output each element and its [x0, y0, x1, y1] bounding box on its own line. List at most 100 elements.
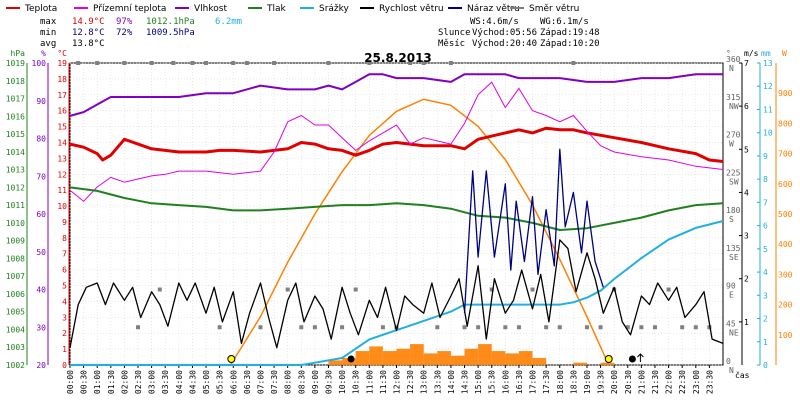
x-tick-label: 23:30 — [705, 370, 714, 394]
wind-direction-point — [571, 61, 576, 65]
x-tick-label: 14:30 — [461, 370, 470, 394]
wind-direction-point — [408, 61, 413, 65]
x-tick-label: 09:00 — [311, 370, 320, 394]
axis-hpa-tick: 1016 — [6, 112, 25, 121]
axis-c-tick: 14 — [57, 138, 67, 147]
axis-mm-tick: 5 — [763, 245, 768, 254]
wind-direction-point — [157, 287, 162, 292]
wind-direction-point — [557, 325, 562, 330]
axis-pct-tick: 30 — [36, 323, 46, 332]
x-tick-label: 14:00 — [447, 370, 456, 394]
series-line-naraz-vetru — [463, 148, 604, 314]
x-tick-label: 03:30 — [161, 370, 170, 394]
x-tick-label: 19:30 — [597, 370, 606, 394]
stats-rain-total: 6.2mm — [215, 17, 242, 27]
wind-direction-point — [340, 325, 345, 330]
legend-label: Náraz větru — [467, 4, 520, 14]
axis-hpa-tick: 1010 — [6, 219, 25, 228]
x-tick-label: 01:00 — [93, 370, 102, 394]
series-line-teplota — [69, 126, 724, 163]
wind-direction-point — [530, 287, 535, 292]
stats-max-humidity: 97% — [116, 17, 133, 27]
axis-c-tick: 11 — [57, 186, 67, 195]
axis-pct-tick: 90 — [36, 97, 46, 106]
x-tick-label: 05:30 — [216, 370, 225, 394]
wind-direction-point — [380, 325, 385, 330]
wind-direction-point — [171, 61, 176, 65]
wind-direction-point — [299, 325, 304, 330]
axis-ms-title: m/s — [744, 49, 759, 58]
rain-bar — [369, 346, 383, 365]
axis-hpa-tick: 1019 — [6, 59, 25, 68]
stats-min-label: min — [40, 28, 56, 38]
axis-mm-title: mm — [761, 49, 771, 58]
axis-deg-dir: N — [729, 366, 734, 375]
stats-min-humidity: 72% — [116, 28, 133, 38]
stats-avg-temp: 13.8°C — [72, 39, 105, 49]
axis-c-tick: 0 — [62, 361, 67, 370]
axis-hpa-title: hPa — [11, 49, 26, 58]
axis-hpa-tick: 1012 — [6, 183, 25, 192]
wind-direction-point — [204, 61, 209, 65]
axis-deg-tick: 90 — [726, 282, 736, 291]
x-tick-label: 00:00 — [66, 370, 75, 394]
wind-direction-point — [149, 61, 154, 65]
axis-w-title: W — [782, 49, 787, 58]
rain-bar — [382, 351, 397, 365]
x-tick-label: 19:00 — [583, 370, 592, 394]
axis-mm-tick: 2 — [763, 315, 768, 324]
axis-hpa-tick: 1004 — [6, 325, 25, 334]
axis-mm-tick: 3 — [763, 291, 768, 300]
moonrise-arrow-icon — [637, 353, 644, 362]
stats-sunrise: Východ:05:56 — [472, 28, 537, 38]
x-tick-label: 07:00 — [256, 370, 265, 394]
legend: Teplota Přízemní teplota Vlhkost Tlak Srážky… — [6, 4, 579, 14]
legend-label: Tlak — [266, 4, 287, 14]
axis-mm-tick: 8 — [763, 175, 768, 184]
axis-deg-title: ° — [726, 49, 731, 58]
axis-c-title: °C — [57, 49, 67, 58]
legend-label: Směr větru — [529, 4, 579, 14]
wind-direction-point — [312, 325, 317, 330]
series-line-tlak — [69, 186, 724, 231]
axis-c-tick: 1 — [62, 345, 67, 354]
wind-direction-point — [435, 325, 440, 330]
axis-c-tick: 7 — [62, 250, 67, 259]
axis-ms-tick: 6 — [744, 102, 749, 111]
wind-direction-point — [666, 287, 671, 292]
axis-w-tick: 200 — [778, 301, 793, 310]
x-tick-label: 00:30 — [80, 370, 89, 394]
rain-bar — [464, 348, 479, 365]
wind-direction-point — [367, 61, 372, 65]
axis-pct-tick: 50 — [36, 248, 46, 257]
x-axis-label: čas — [735, 370, 750, 380]
axis-ms-tick: 3 — [744, 232, 749, 241]
axis-pct-title: % — [41, 49, 46, 58]
plot-data — [69, 61, 724, 366]
wind-direction-point — [95, 61, 100, 65]
rain-bar — [450, 355, 465, 365]
series-line-rychlost-vetru — [69, 239, 724, 349]
x-tick-label: 18:00 — [556, 370, 565, 394]
axis-c-tick: 13 — [57, 154, 67, 163]
axis-hpa-tick: 1014 — [6, 148, 25, 157]
axis-deg-tick: 45 — [726, 319, 736, 328]
axis-c-tick: 8 — [62, 234, 67, 243]
axis-hpa-tick: 1006 — [6, 290, 25, 299]
legend-label: Přízemní teplota — [93, 4, 166, 14]
wind-direction-point — [503, 325, 508, 330]
wind-direction-point — [462, 325, 467, 330]
axis-hpa-tick: 1015 — [6, 130, 25, 139]
axis-c-tick: 9 — [62, 218, 67, 227]
axis-deg-tick: 135 — [726, 244, 741, 253]
axis-deg-dir: NE — [729, 328, 739, 337]
x-tick-label: 09:30 — [324, 370, 333, 394]
axis-c-tick: 12 — [57, 170, 67, 179]
wind-direction-point — [489, 287, 494, 292]
rain-bar — [573, 362, 587, 365]
x-tick-label: 17:00 — [529, 370, 538, 394]
axis-hpa-tick: 1005 — [6, 308, 25, 317]
axis-deg-dir: NW — [729, 102, 739, 111]
x-tick-label: 05:00 — [202, 370, 211, 394]
wind-direction-point — [476, 325, 481, 330]
